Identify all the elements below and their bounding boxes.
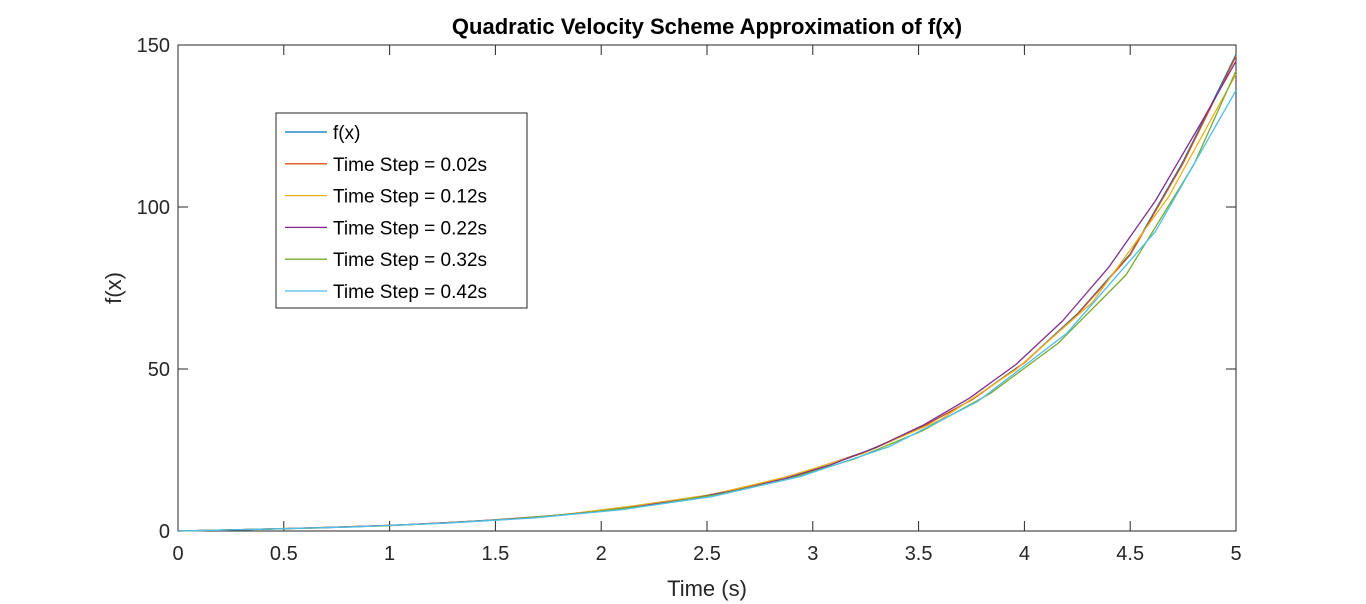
x-tick-label: 2 — [596, 543, 607, 565]
x-tick-label: 1.5 — [481, 543, 509, 565]
x-tick-label: 3.5 — [905, 543, 933, 565]
legend-items: f(x) Time Step = 0.02s Time Step = 0.12s Ti… — [285, 123, 487, 303]
x-tick-label: 4 — [1019, 543, 1030, 565]
y-tick-label: 50 — [148, 359, 170, 381]
legend-label-2: Time Step = 0.12s — [333, 187, 487, 208]
legend-label-4: Time Step = 0.32s — [333, 250, 487, 271]
legend: f(x) Time Step = 0.02s Time Step = 0.12s Ti… — [275, 112, 528, 309]
legend-box — [275, 112, 528, 309]
legend-label-1: Time Step = 0.02s — [333, 155, 487, 176]
y-tick-label: 0 — [159, 521, 170, 543]
x-tick-label: 5 — [1230, 543, 1241, 565]
series-line-5 — [177, 90, 1237, 532]
y-tick-label: 100 — [137, 197, 170, 219]
x-tick-label: 2.5 — [693, 543, 721, 565]
series-lines — [177, 54, 1237, 532]
legend-label-5: Time Step = 0.42s — [333, 282, 487, 303]
legend-label-3: Time Step = 0.22s — [333, 218, 487, 239]
x-tick-label: 3 — [807, 543, 818, 565]
chart-title: Quadratic Velocity Scheme Approximation … — [452, 14, 962, 39]
x-axis-label: Time (s) — [667, 576, 747, 601]
y-axis-ticks: 0 50 100 150 — [137, 35, 1236, 543]
x-axis-ticks: 0 0.5 1 1.5 2 2.5 3 3.5 4 4.5 5 — [172, 45, 1242, 565]
y-axis-label: f(x) — [101, 272, 126, 304]
x-tick-label: 0.5 — [270, 543, 298, 565]
x-tick-label: 4.5 — [1116, 543, 1144, 565]
x-tick-label: 1 — [384, 543, 395, 565]
legend-label-0: f(x) — [333, 123, 360, 144]
y-tick-label: 150 — [137, 35, 170, 57]
x-tick-label: 0 — [172, 543, 183, 565]
